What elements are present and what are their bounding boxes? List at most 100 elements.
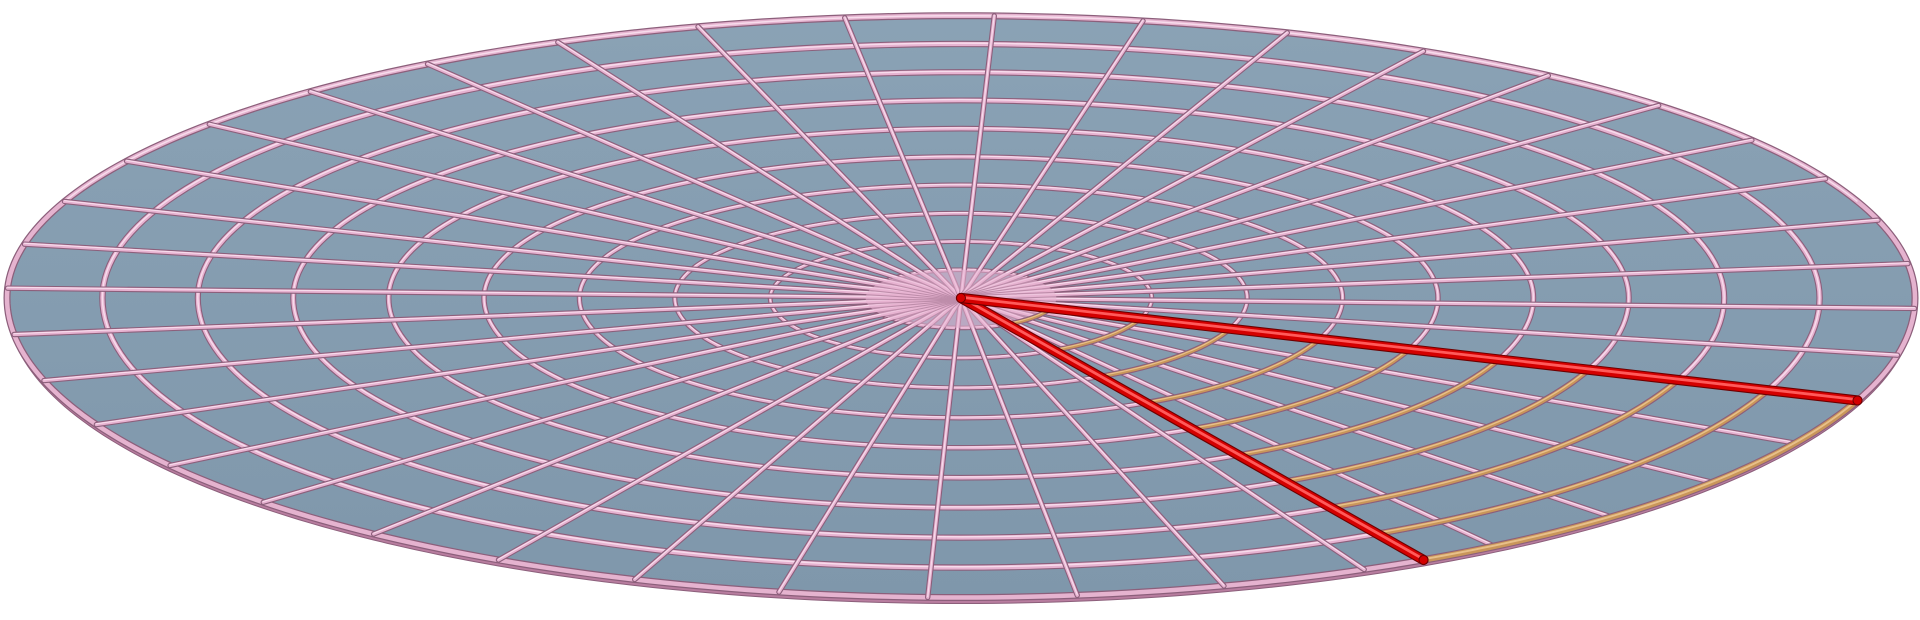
wedge-arc-5-shine [1191,347,1410,429]
spoke-1-shine [960,296,1899,355]
spoke-18 [41,295,964,384]
spoke-33-shine [960,49,1425,298]
spoke-35-body [959,103,1661,300]
spoke-33-body [959,49,1426,300]
wedge-edge-2 [955,292,1863,406]
spoke-28-shine [697,25,962,298]
wedge-arc-3-shine [1099,327,1231,377]
spoke-14-shine [373,296,962,534]
spoke-36-shine [960,138,1753,298]
spoke-36-body [959,138,1754,300]
spoke-24 [206,121,964,301]
wedge-arc-6 [1235,356,1502,459]
spoke-17-shine [95,296,962,425]
wedge-arc-4-shine [1145,337,1321,403]
spoke-7 [958,295,1367,573]
spoke-27-body [556,40,963,300]
wedge-arc-2 [1050,315,1144,354]
wedge-arc-3-body [1098,327,1232,379]
spoke-7-shine [960,296,1365,570]
spoke-1 [958,295,1901,358]
spoke-20-shine [7,286,962,298]
spoke-19-body [12,296,963,337]
spoke-28 [695,23,964,301]
spoke-16-body [168,296,963,468]
wedge-arc-5-body [1190,347,1412,431]
spoke-39-body [959,262,1910,300]
spoke-16-shine [169,296,962,466]
spoke-13 [495,295,964,563]
spoke-13-body [496,296,963,562]
wedge-arc-8 [1327,376,1682,511]
wedge-arc-8-shine [1330,378,1679,508]
wedge-arc-9 [1373,386,1772,538]
spoke-35-shine [960,104,1660,298]
spoke-0 [958,295,1918,312]
wedge-arc-6-shine [1237,357,1500,456]
spoke-21-shine [23,242,962,298]
spoke-32 [958,30,1290,301]
spoke-29 [842,15,964,301]
spoke-32-shine [960,31,1288,298]
spoke-24-body [207,122,963,300]
spoke-39-shine [960,262,1909,298]
spoke-23-body [125,159,963,300]
wedge-arc-10-shine [1422,398,1859,561]
spoke-22-body [62,199,963,300]
spoke-36 [958,137,1755,301]
wedge-edge-end-1 [1418,554,1429,565]
spoke-26 [424,61,964,301]
wedge-arc-4 [1143,336,1323,406]
wedge-arc-4-body [1144,337,1322,405]
spoke-12-shine [634,296,962,580]
wedge-arc-9-shine [1376,388,1769,534]
spoke-27 [555,39,964,301]
spoke-13-shine [497,296,962,560]
spoke-17 [93,295,964,428]
spoke-21 [21,241,964,301]
spoke-10-shine [927,296,962,598]
spoke-26-shine [426,62,962,298]
wedge-arcs [1004,305,1862,564]
spoke-8 [958,295,1227,589]
spoke-11 [776,295,964,595]
spoke-18-body [42,296,963,383]
spoke-26-body [425,62,963,300]
spoke-23 [123,158,964,301]
spoke-34-shine [960,74,1549,298]
spoke-34-body [959,73,1550,300]
spoke-18-shine [43,296,962,381]
spoke-37-shine [960,177,1827,298]
spoke-32-body [959,31,1289,300]
spoke-8-shine [960,296,1225,586]
spoke-37 [958,176,1829,301]
spoke-11-shine [778,296,962,592]
wedge-edges [955,292,1863,566]
spoke-15-body [261,296,963,504]
spoke-38-body [959,218,1880,300]
spoke-9-shine [960,296,1078,596]
wedge-arc-2-body [1051,316,1142,353]
wedge-arc-2-shine [1052,317,1141,351]
spoke-14 [370,295,964,537]
spoke-15 [260,295,964,505]
spoke-27-shine [557,40,962,298]
spoke-9 [958,295,1080,598]
spoke-19-shine [13,296,962,335]
spoke-22 [61,198,964,301]
spoke-0-shine [960,296,1915,309]
spoke-38-shine [960,218,1879,298]
spoke-10 [925,295,964,601]
spoke-25-shine [309,90,962,298]
spoke-22-shine [63,200,962,298]
wedge-edge-1-shine [959,295,1425,561]
spoke-12 [632,295,964,583]
spoke-20-body [5,286,963,300]
spoke-0-body [959,296,1917,311]
wedge-arc-10 [1419,396,1862,564]
spoke-24-shine [208,122,962,298]
wedge-edge-end-2 [1852,395,1863,406]
wedge-edge-2-shine [959,295,1859,402]
